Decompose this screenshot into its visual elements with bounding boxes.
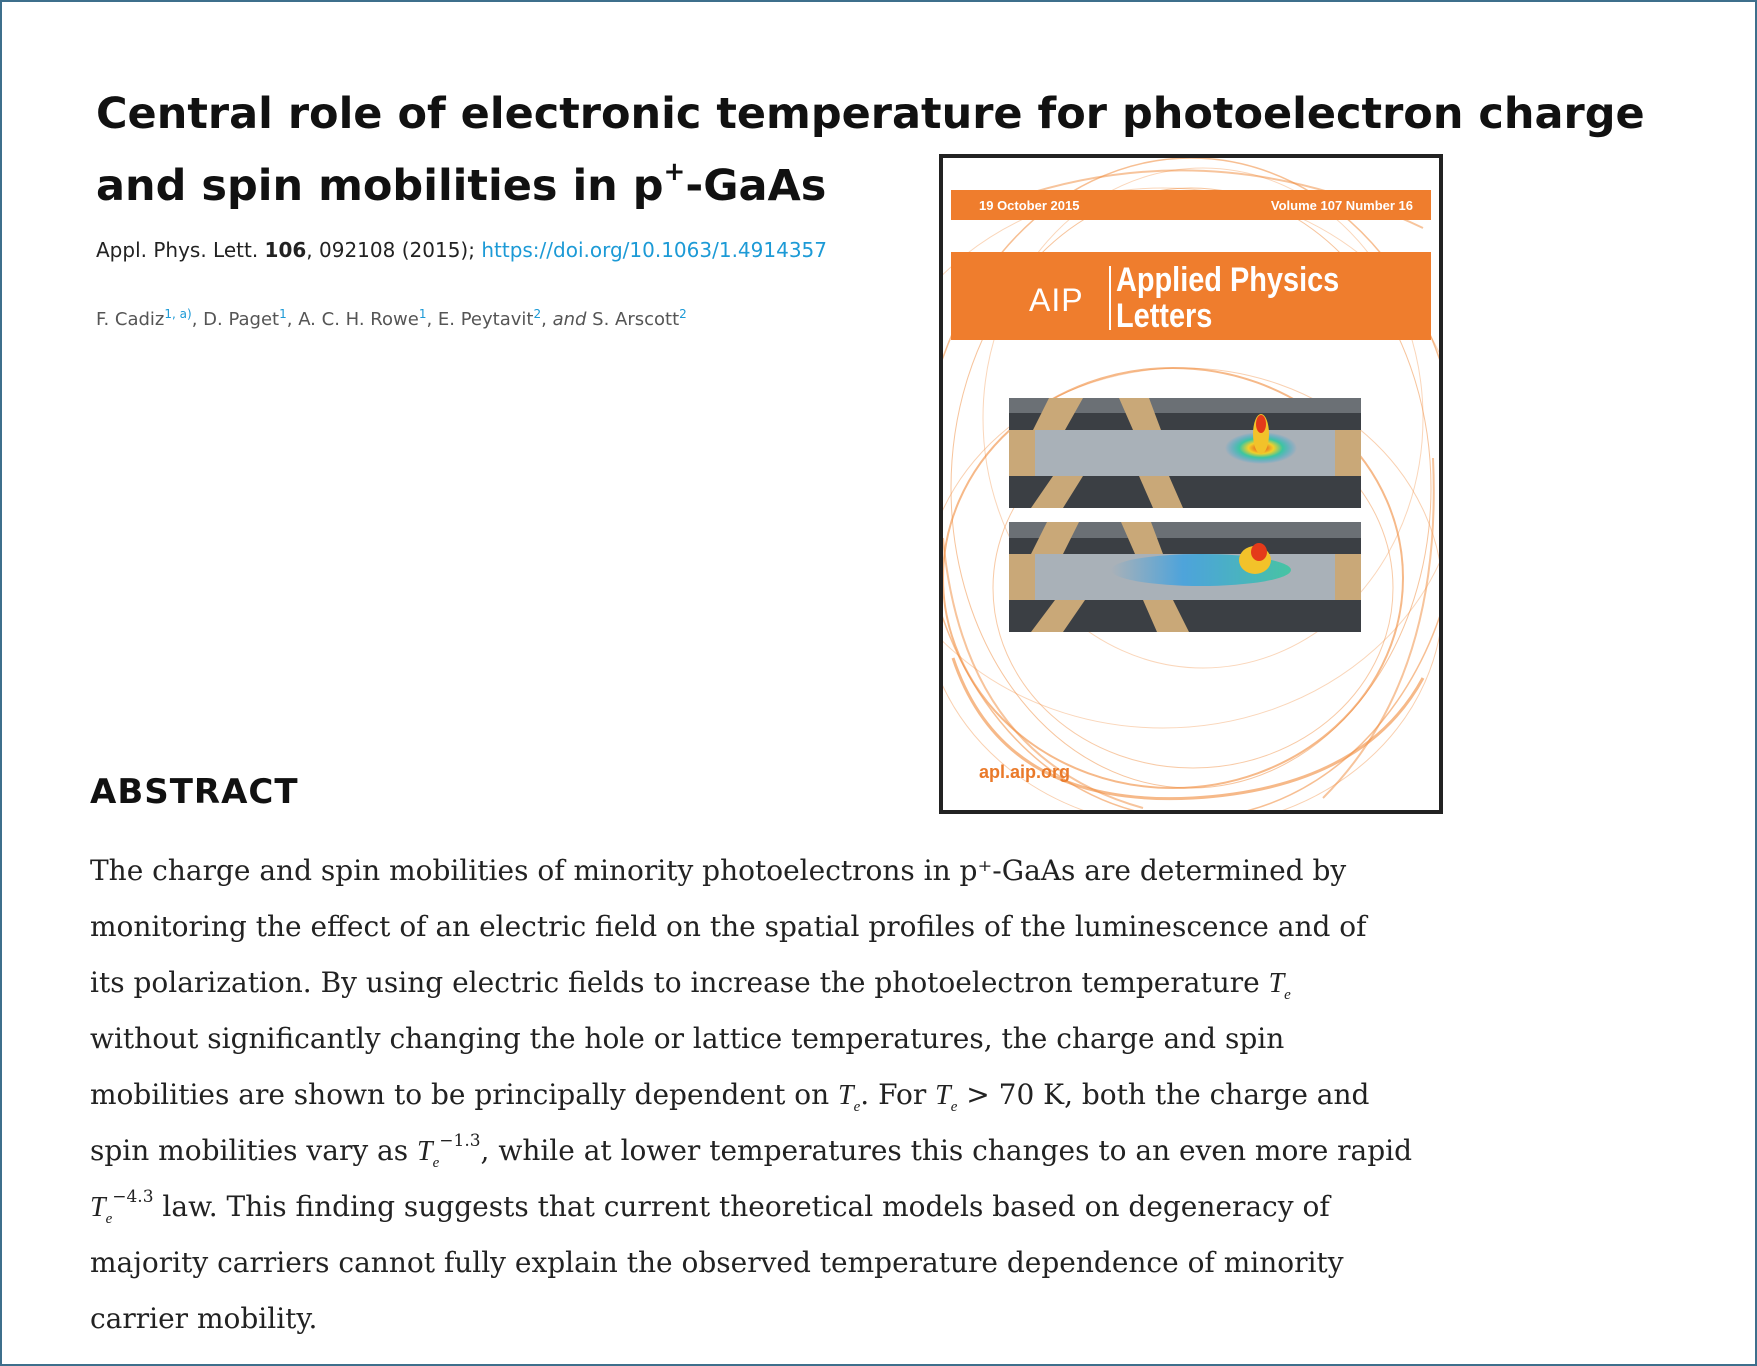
cover-date: 19 October 2015 — [979, 198, 1080, 213]
citation-pages: , 092108 (2015); — [306, 238, 475, 262]
author-affiliation: 1 — [279, 307, 287, 321]
abstract-text: . For — [860, 1078, 936, 1111]
author-affiliation: 1, a) — [164, 307, 192, 321]
device-image-bottom — [1009, 522, 1361, 632]
author-list: F. Cadiz1, a), D. Paget1, A. C. H. Rowe1… — [96, 307, 687, 330]
symbol-T: T — [935, 1080, 951, 1111]
author-link[interactable]: E. Peytavit — [437, 309, 534, 330]
citation: Appl. Phys. Lett. 106, 092108 (2015); ht… — [96, 238, 827, 262]
cover-masthead — [951, 252, 1431, 340]
cover-journal-line2: Letters — [1116, 297, 1213, 335]
author-affiliation: 2 — [533, 307, 542, 321]
abstract-heading: ABSTRACT — [90, 772, 299, 812]
abstract-line: majority carriers cannot fully explain t… — [90, 1246, 1344, 1279]
abstract-text: , while at lower temperatures this chang… — [480, 1134, 1413, 1167]
abstract-line: The charge and spin mobilities of minori… — [90, 854, 1347, 887]
symbol-e: e — [950, 1098, 958, 1115]
author-separator: , — [426, 309, 438, 330]
abstract-line: Te −4.3 law. This finding suggests that c… — [90, 1179, 1450, 1235]
cover-artwork — [943, 158, 1439, 810]
article-title: Central role of electronic temperature f… — [96, 78, 1656, 222]
abstract-line: its polarization. By using electric fiel… — [90, 955, 1450, 1011]
author-separator: , — [541, 309, 553, 330]
journal-volume: 106 — [264, 238, 307, 262]
abstract-line: monitoring the effect of an electric fie… — [90, 910, 1367, 943]
journal-name: Appl. Phys. Lett. — [96, 238, 259, 262]
abstract-line: without significantly changing the hole … — [90, 1022, 1285, 1055]
abstract-body: The charge and spin mobilities of minori… — [90, 843, 1450, 1347]
abstract-text: > 70 K, both the charge and — [957, 1078, 1370, 1111]
author-affiliation: 1 — [418, 307, 427, 321]
abstract-line: mobilities are shown to be principally d… — [90, 1067, 1450, 1123]
symbol-e: e — [853, 1098, 861, 1115]
author-and: and — [552, 309, 587, 330]
author-link[interactable]: A. C. H. Rowe — [298, 309, 419, 330]
exponent: −4.3 — [112, 1187, 154, 1207]
title-superscript: + — [663, 157, 686, 187]
title-line-1: Central role of electronic temperature f… — [96, 89, 1645, 139]
author-separator: , — [191, 309, 204, 330]
device-image-top — [1009, 398, 1361, 508]
author-affiliation: 2 — [679, 307, 687, 321]
symbol-T: T — [838, 1080, 854, 1111]
aip-logo: AIP — [1029, 282, 1084, 318]
abstract-text: its polarization. By using electric fiel… — [90, 966, 1269, 999]
symbol-T: T — [417, 1136, 433, 1167]
abstract-line: carrier mobility. — [90, 1302, 318, 1335]
cover-journal-name: Applied Physics Letters — [1116, 262, 1339, 334]
author-link[interactable]: D. Paget — [203, 309, 280, 330]
abstract-text: law. This finding suggests that current … — [153, 1190, 1330, 1223]
symbol-T: T — [1268, 968, 1285, 999]
symbol-e: e — [105, 1210, 113, 1227]
abstract-text: mobilities are shown to be principally d… — [90, 1078, 839, 1111]
author-link[interactable]: F. Cadiz — [96, 309, 165, 330]
symbol-e: e — [1284, 986, 1291, 1003]
masthead-divider — [1109, 266, 1111, 330]
cover-volume: Volume 107 Number 16 — [1270, 198, 1413, 213]
title-line-2: and spin mobilities in p — [96, 161, 664, 211]
author-link[interactable]: S. Arscott — [592, 309, 680, 330]
title-line-2-end: -GaAs — [685, 161, 827, 211]
symbol-T: T — [90, 1192, 106, 1223]
author-separator: , — [286, 309, 299, 330]
cover-journal-line1: Applied Physics — [1116, 261, 1340, 299]
doi-link[interactable]: https://doi.org/10.1063/1.4914357 — [481, 238, 828, 262]
journal-cover[interactable]: 19 October 2015 Volume 107 Number 16 AIP… — [939, 154, 1443, 814]
abstract-line: spin mobilities vary as Te −1.3, while at… — [90, 1123, 1450, 1179]
abstract-text: spin mobilities vary as — [90, 1134, 418, 1167]
exponent: −1.3 — [439, 1131, 481, 1151]
cover-url: apl.aip.org — [979, 762, 1071, 782]
symbol-e: e — [432, 1154, 440, 1171]
cover-issue-bar: 19 October 2015 Volume 107 Number 16 — [951, 190, 1431, 220]
